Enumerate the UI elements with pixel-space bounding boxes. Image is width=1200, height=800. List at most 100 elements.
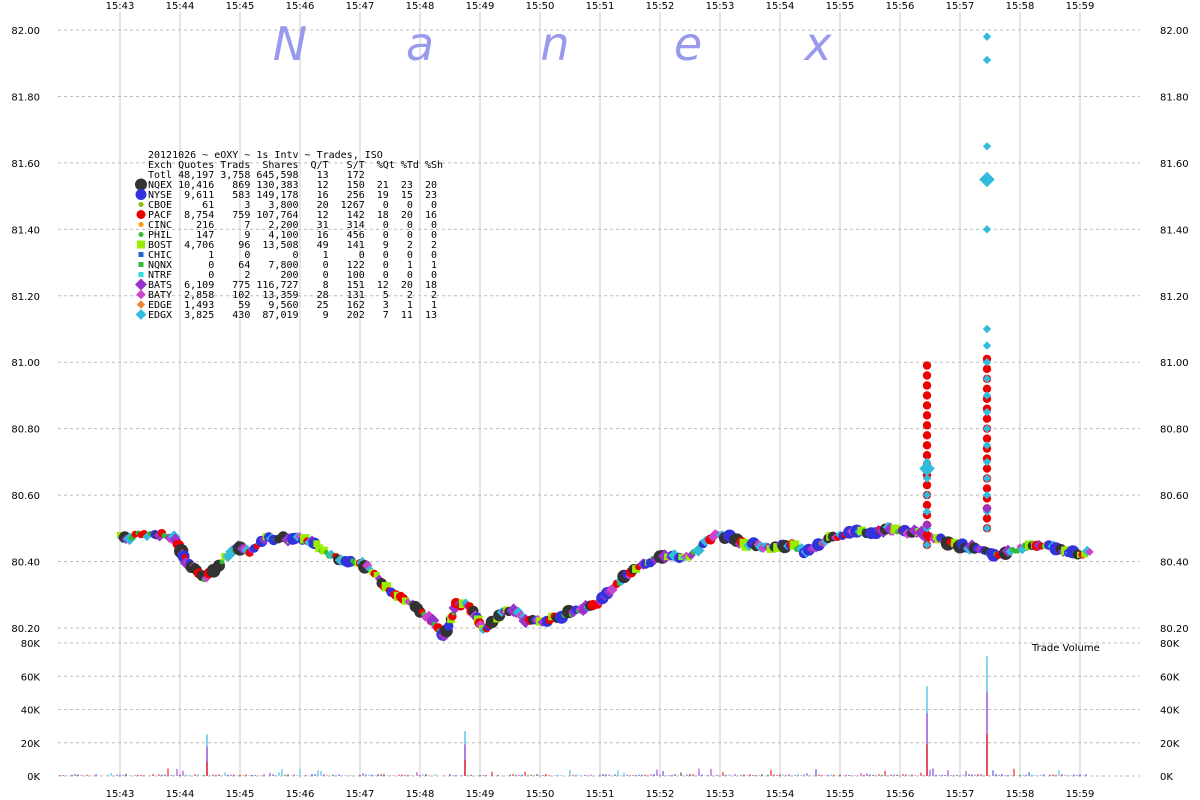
legend-marker bbox=[136, 289, 146, 300]
x-tick-label-bottom: 15:45 bbox=[226, 789, 255, 800]
x-tick-label-top: 15:46 bbox=[286, 1, 315, 12]
spike-trade-mark bbox=[982, 414, 992, 423]
legend-marker bbox=[138, 232, 144, 237]
spike-trade-mark bbox=[982, 457, 992, 467]
price-tick-label-right: 80.20 bbox=[1160, 624, 1189, 635]
legend-title: 20121026 ~ eOXY ~ 1s Intv ~ Trades, ISO bbox=[148, 150, 383, 161]
spike-trade-mark bbox=[922, 391, 932, 400]
spike-trade-mark bbox=[982, 524, 992, 533]
x-tick-label-top: 15:56 bbox=[886, 1, 915, 12]
legend-row: NTRF 0 2 200 0 100 0 0 0 bbox=[148, 270, 437, 281]
volume-tick-label-right: 0K bbox=[1160, 772, 1173, 783]
exchange-legend: 20121026 ~ eOXY ~ 1s Intv ~ Trades, ISO E… bbox=[135, 150, 443, 321]
legend-marker bbox=[135, 309, 147, 320]
spike-trade-mark bbox=[979, 171, 995, 188]
spike-trade-mark bbox=[982, 490, 992, 500]
trade-mark bbox=[475, 619, 486, 631]
x-tick-label-top: 15:43 bbox=[106, 1, 135, 12]
trade-mark bbox=[685, 554, 692, 561]
legend-row: CHIC 1 0 0 1 0 0 0 0 bbox=[148, 250, 437, 261]
legend-marker bbox=[138, 202, 144, 207]
spike-trade-mark bbox=[982, 142, 992, 151]
volume-tick-label-left: 40K bbox=[21, 706, 41, 717]
price-tick-label-left: 82.00 bbox=[11, 26, 40, 37]
volume-tick-label-right: 60K bbox=[1160, 672, 1180, 683]
spike-trade-mark bbox=[982, 32, 992, 41]
trade-mark bbox=[423, 610, 435, 622]
spike-trade-mark bbox=[982, 391, 992, 400]
spike-trade-mark bbox=[922, 507, 932, 516]
trade-mark bbox=[914, 525, 929, 540]
x-tick-label-top: 15:57 bbox=[946, 1, 975, 12]
x-tick-label-top: 15:50 bbox=[526, 1, 555, 12]
spike-trade-mark bbox=[982, 358, 992, 367]
trade-mark bbox=[313, 540, 321, 548]
spike-trade-mark bbox=[982, 441, 992, 450]
legend-marker bbox=[135, 278, 147, 291]
x-tick-label-bottom: 15:50 bbox=[526, 789, 555, 800]
x-tick-label-top: 15:59 bbox=[1066, 1, 1095, 12]
legend-row: PHIL 147 9 4,100 16 456 0 0 0 bbox=[148, 230, 437, 241]
price-tick-label-left: 81.20 bbox=[11, 292, 40, 303]
volume-tick-label-right: 40K bbox=[1160, 706, 1180, 717]
spike-trade-mark bbox=[982, 384, 992, 393]
spike-trade-mark bbox=[922, 371, 932, 380]
legend-marker bbox=[136, 300, 146, 309]
legend-row: CBOE 61 3 3,800 20 1267 0 0 0 bbox=[148, 200, 437, 211]
trade-mark bbox=[219, 559, 225, 565]
price-tick-label-right: 80.80 bbox=[1160, 425, 1189, 436]
watermark-letter: x bbox=[802, 17, 832, 71]
legend-marker bbox=[135, 189, 147, 200]
volume-tick-label-left: 0K bbox=[27, 772, 40, 783]
spike-trade-mark bbox=[982, 434, 992, 443]
trade-mark bbox=[373, 571, 380, 579]
grid-lines bbox=[58, 12, 1140, 778]
price-tick-label-left: 80.40 bbox=[11, 558, 40, 569]
legend-row: CINC 216 7 2,200 31 314 0 0 0 bbox=[148, 220, 437, 231]
legend-row: BOST 4,706 96 13,508 49 141 9 2 2 bbox=[148, 240, 437, 251]
spike-trade-mark bbox=[922, 451, 932, 460]
legend-row: EDGE 1,493 59 9,560 25 162 3 1 1 bbox=[148, 300, 437, 311]
watermark-letter: e bbox=[674, 17, 702, 71]
spike-trade-mark bbox=[922, 381, 932, 390]
price-tick-label-left: 80.20 bbox=[11, 624, 40, 635]
x-tick-label-top: 15:51 bbox=[586, 1, 615, 12]
x-tick-label-bottom: 15:48 bbox=[406, 789, 435, 800]
spike-trade-mark bbox=[922, 500, 932, 510]
spike-trade-mark bbox=[922, 421, 932, 430]
x-tick-label-top: 15:54 bbox=[766, 1, 795, 12]
spike-trade-mark bbox=[922, 540, 932, 550]
volume-tick-label-right: 80K bbox=[1160, 639, 1180, 650]
spike-trade-mark bbox=[922, 480, 932, 490]
spike-trade-mark bbox=[982, 324, 992, 334]
x-tick-label-top: 15:58 bbox=[1006, 1, 1035, 12]
legend-row: NQEX 10,416 869 130,383 12 150 21 23 20 bbox=[148, 180, 437, 191]
price-tick-label-right: 81.80 bbox=[1160, 92, 1189, 103]
spike-trade-mark bbox=[922, 490, 932, 500]
spike-trade-mark bbox=[982, 225, 992, 234]
legend-row: BATY 2,858 102 13,359 28 131 5 2 2 bbox=[148, 290, 437, 301]
x-tick-label-bottom: 15:47 bbox=[346, 789, 375, 800]
spike-trade-mark bbox=[922, 441, 932, 450]
x-tick-label-bottom: 15:53 bbox=[706, 789, 735, 800]
legend-marker bbox=[138, 262, 144, 267]
x-tick-label-top: 15:52 bbox=[646, 1, 675, 12]
x-tick-label-top: 15:55 bbox=[826, 1, 855, 12]
x-tick-label-bottom: 15:51 bbox=[586, 789, 615, 800]
x-tick-label-bottom: 15:43 bbox=[106, 789, 135, 800]
spike-trade-mark bbox=[922, 411, 932, 420]
spike-trade-mark bbox=[982, 364, 992, 374]
watermark-letter: a bbox=[406, 17, 434, 71]
x-tick-label-bottom: 15:46 bbox=[286, 789, 315, 800]
volume-marks bbox=[59, 656, 1087, 776]
spike-trade-mark bbox=[922, 401, 932, 410]
trade-mark bbox=[512, 606, 525, 619]
legend-row: NQNX 0 64 7,800 0 122 0 1 1 bbox=[148, 260, 437, 271]
trade-mark bbox=[890, 524, 900, 534]
legend-total: Totl 48,197 3,758 645,598 13 172 bbox=[148, 170, 365, 181]
trade-mark bbox=[444, 621, 454, 631]
price-tick-label-right: 81.40 bbox=[1160, 225, 1189, 236]
spike-trade-mark bbox=[919, 460, 935, 477]
x-tick-label-bottom: 15:52 bbox=[646, 789, 675, 800]
price-tick-label-left: 81.00 bbox=[11, 358, 40, 369]
